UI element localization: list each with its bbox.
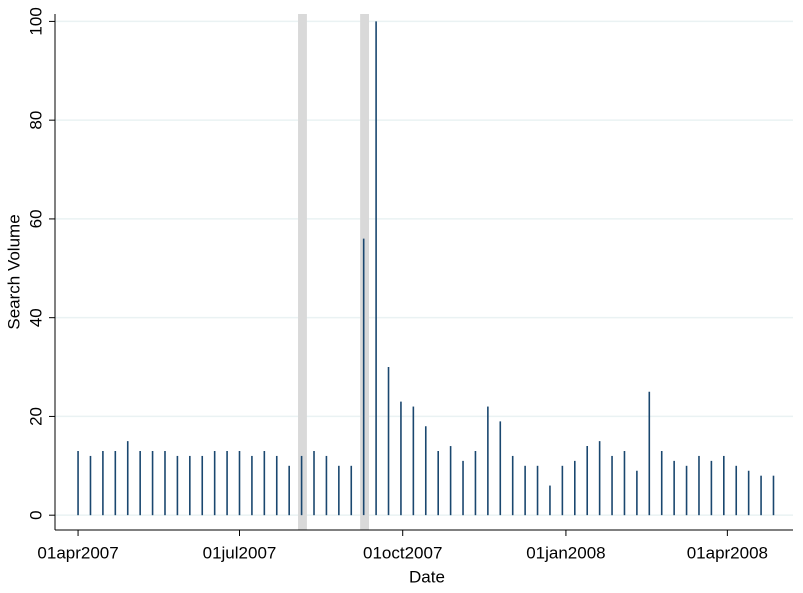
x-tick-label: 01apr2007 <box>37 543 118 562</box>
shaded-band <box>298 14 307 530</box>
y-tick-label: 100 <box>26 7 45 35</box>
x-tick-label: 01jan2008 <box>526 543 605 562</box>
y-tick-label: 60 <box>26 209 45 228</box>
x-axis-label: Date <box>409 567 445 586</box>
y-tick-label: 40 <box>26 308 45 327</box>
y-tick-label: 20 <box>26 407 45 426</box>
y-tick-label: 80 <box>26 111 45 130</box>
x-tick-label: 01jul2007 <box>203 543 277 562</box>
y-axis-label: Search Volume <box>4 214 23 329</box>
y-tick-label: 0 <box>26 510 45 519</box>
x-tick-label: 01apr2008 <box>687 543 768 562</box>
x-tick-label: 01oct2007 <box>363 543 442 562</box>
shaded-band <box>360 14 370 530</box>
